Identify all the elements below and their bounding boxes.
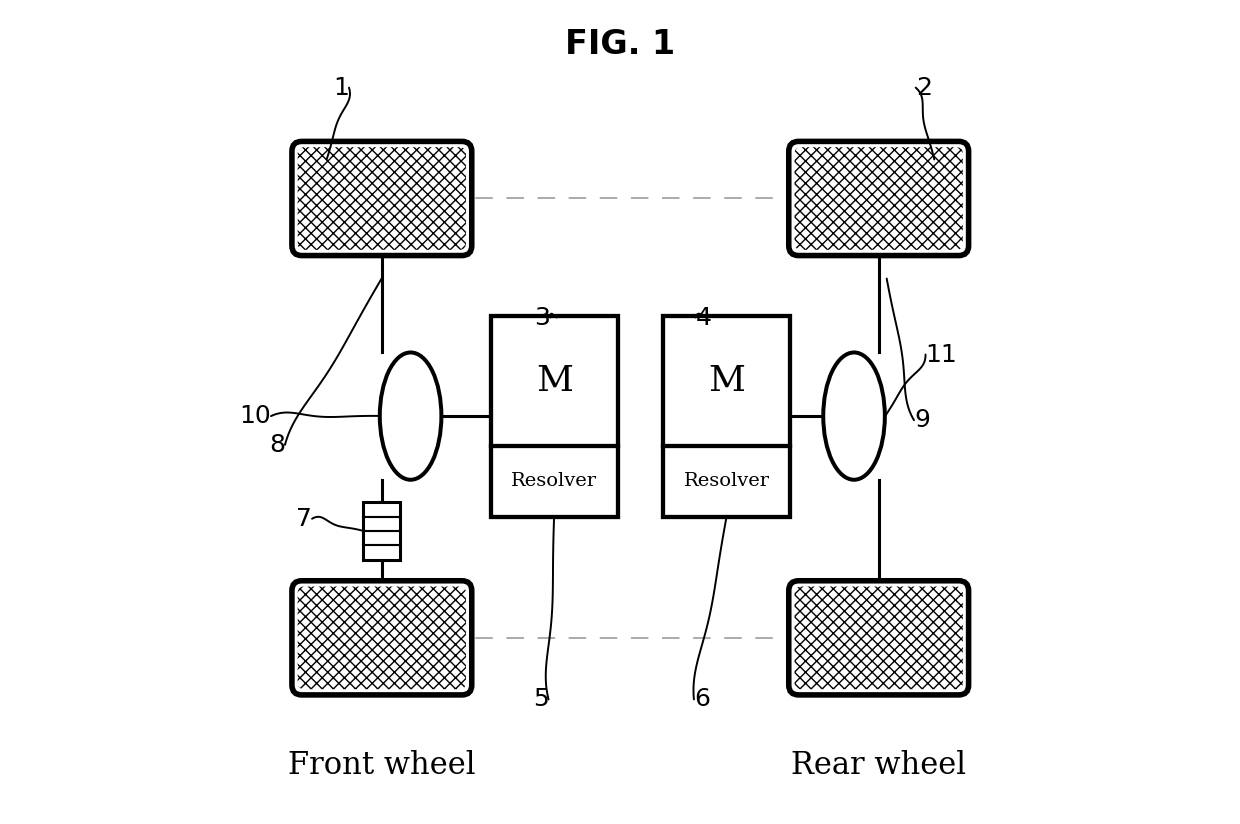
Text: Rear wheel: Rear wheel: [791, 750, 966, 780]
FancyBboxPatch shape: [291, 581, 471, 695]
Ellipse shape: [379, 353, 441, 480]
FancyBboxPatch shape: [789, 581, 968, 695]
Text: 1: 1: [334, 76, 348, 100]
Text: 2: 2: [915, 76, 931, 100]
Text: 4: 4: [696, 306, 712, 330]
Text: FIG. 1: FIG. 1: [565, 28, 675, 61]
Text: M: M: [536, 364, 573, 398]
Text: 7: 7: [296, 507, 312, 531]
Text: 9: 9: [914, 408, 930, 433]
Text: 10: 10: [239, 404, 272, 428]
Ellipse shape: [823, 353, 885, 480]
Text: 6: 6: [694, 687, 711, 711]
Text: Resolver: Resolver: [511, 472, 598, 490]
Text: Resolver: Resolver: [683, 472, 770, 490]
Text: M: M: [708, 364, 745, 398]
Text: 8: 8: [269, 433, 285, 456]
Text: Front wheel: Front wheel: [288, 750, 476, 780]
Text: 11: 11: [925, 343, 957, 367]
FancyBboxPatch shape: [789, 142, 968, 255]
Bar: [491, 316, 618, 517]
Text: 3: 3: [534, 306, 551, 330]
Bar: [363, 503, 401, 559]
Bar: [663, 316, 790, 517]
FancyBboxPatch shape: [291, 142, 471, 255]
Text: 5: 5: [533, 687, 548, 711]
